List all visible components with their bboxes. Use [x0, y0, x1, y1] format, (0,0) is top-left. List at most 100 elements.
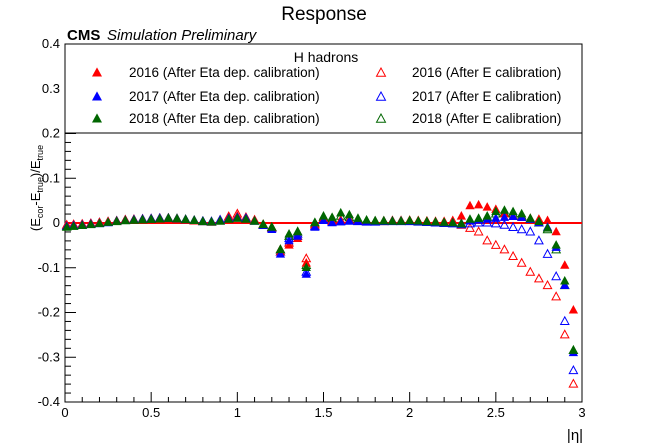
series-3 [61, 208, 579, 388]
data-point [560, 260, 570, 269]
data-point [490, 218, 501, 228]
y-tick-label: -0.4 [38, 394, 60, 409]
cms-sublabel: Simulation Preliminary [107, 27, 258, 44]
data-point [465, 214, 475, 223]
x-axis-ticks [64, 392, 583, 402]
data-point [491, 213, 501, 222]
x-tick-label: 3 [578, 405, 585, 420]
data-point [482, 211, 492, 220]
data-point [473, 213, 484, 222]
data-point [189, 215, 199, 225]
data-point [344, 209, 354, 219]
data-point [473, 226, 484, 236]
y-tick-label: 0.2 [42, 126, 60, 141]
x-tick-label: 0 [61, 405, 68, 420]
y-tick-label: -0.3 [38, 349, 60, 364]
series-2 [62, 205, 579, 354]
data-point [508, 206, 518, 216]
data-point [180, 214, 191, 224]
data-point [77, 220, 87, 229]
data-point [120, 215, 130, 225]
data-point [499, 244, 510, 254]
series-4 [61, 211, 579, 375]
data-point [275, 249, 286, 258]
legend-label: 2018 (After Eta dep. calibration) [129, 111, 320, 126]
legend-marker [91, 91, 103, 101]
data-point [413, 215, 423, 225]
legend-entry: 2018 (After Eta dep. calibration) [91, 111, 320, 126]
data-point [327, 212, 337, 221]
data-point [275, 244, 286, 254]
data-point [559, 329, 570, 339]
y-tick-label: 0.1 [42, 170, 60, 185]
data-point [560, 280, 570, 289]
data-point [465, 200, 475, 210]
x-tick-label: 0.5 [142, 405, 160, 420]
data-point [465, 222, 475, 232]
svg-text:(Ecor-Etrue)/Etrue: (Ecor-Etrue)/Etrue [28, 145, 45, 231]
data-point [163, 213, 174, 222]
y-tick-label: 0 [53, 215, 60, 230]
legend-entry: 2017 (After E calibration) [375, 89, 561, 104]
data-point [551, 271, 562, 281]
y-axis-label: (Ecor-Etrue)/Etrue [28, 145, 45, 231]
x-tick-label: 2.5 [487, 405, 505, 420]
data-point [499, 205, 510, 214]
legend-label: 2016 (After Eta dep. calibration) [129, 65, 320, 80]
legend-entry: 2018 (After E calibration) [375, 111, 561, 126]
data-point [499, 212, 510, 221]
data-point [396, 215, 406, 225]
series-5 [61, 207, 579, 355]
data-point [551, 240, 561, 249]
x-axis-label: |η| [567, 427, 583, 444]
legend-entry: 2017 (After Eta dep. calibration) [91, 89, 320, 104]
data-point [533, 273, 544, 283]
data-point [258, 219, 268, 229]
legend-entries: 2016 (After Eta dep. calibration) 2017 (A… [91, 65, 561, 126]
y-axis-tick-labels: -0.4 -0.3 -0.2 -0.1 0 0.1 0.2 0.3 0.4 [38, 36, 60, 409]
data-point [155, 213, 165, 223]
data-point [344, 215, 354, 225]
data-point [293, 231, 303, 240]
x-axis-tick-labels: 0 0.5 1 1.5 2 2.5 3 [61, 405, 585, 420]
legend-marker [375, 66, 387, 77]
y-tick-label: 0.3 [42, 81, 60, 96]
data-point [508, 221, 519, 231]
data-point [559, 315, 570, 325]
data-point [482, 235, 493, 245]
data-point [353, 213, 363, 222]
data-point [137, 214, 148, 224]
data-point [568, 378, 579, 388]
data-point [112, 216, 122, 225]
data-point [293, 226, 303, 236]
data-point [267, 222, 277, 231]
data-point [568, 365, 579, 375]
data-point [491, 206, 501, 216]
x-tick-label: 1 [234, 405, 241, 420]
data-point [284, 235, 294, 245]
chart-title: Response [281, 4, 367, 25]
x-tick-label: 1.5 [314, 405, 332, 420]
data-point [456, 211, 467, 220]
data-point [336, 207, 346, 217]
data-point [172, 213, 182, 223]
data-point [361, 215, 372, 224]
data-point [215, 215, 225, 225]
data-point [284, 240, 294, 249]
data-point [568, 345, 579, 354]
data-point [318, 211, 329, 220]
data-markers [61, 199, 579, 388]
data-point [198, 216, 208, 225]
data-point [517, 208, 527, 218]
data-point [94, 218, 105, 228]
data-point [448, 217, 458, 227]
data-point [146, 214, 156, 223]
data-point [542, 280, 553, 290]
legend-marker [375, 112, 387, 123]
data-point [387, 215, 398, 225]
data-point [560, 275, 570, 285]
data-point [103, 217, 113, 226]
data-point [327, 217, 337, 227]
data-point [508, 211, 518, 221]
